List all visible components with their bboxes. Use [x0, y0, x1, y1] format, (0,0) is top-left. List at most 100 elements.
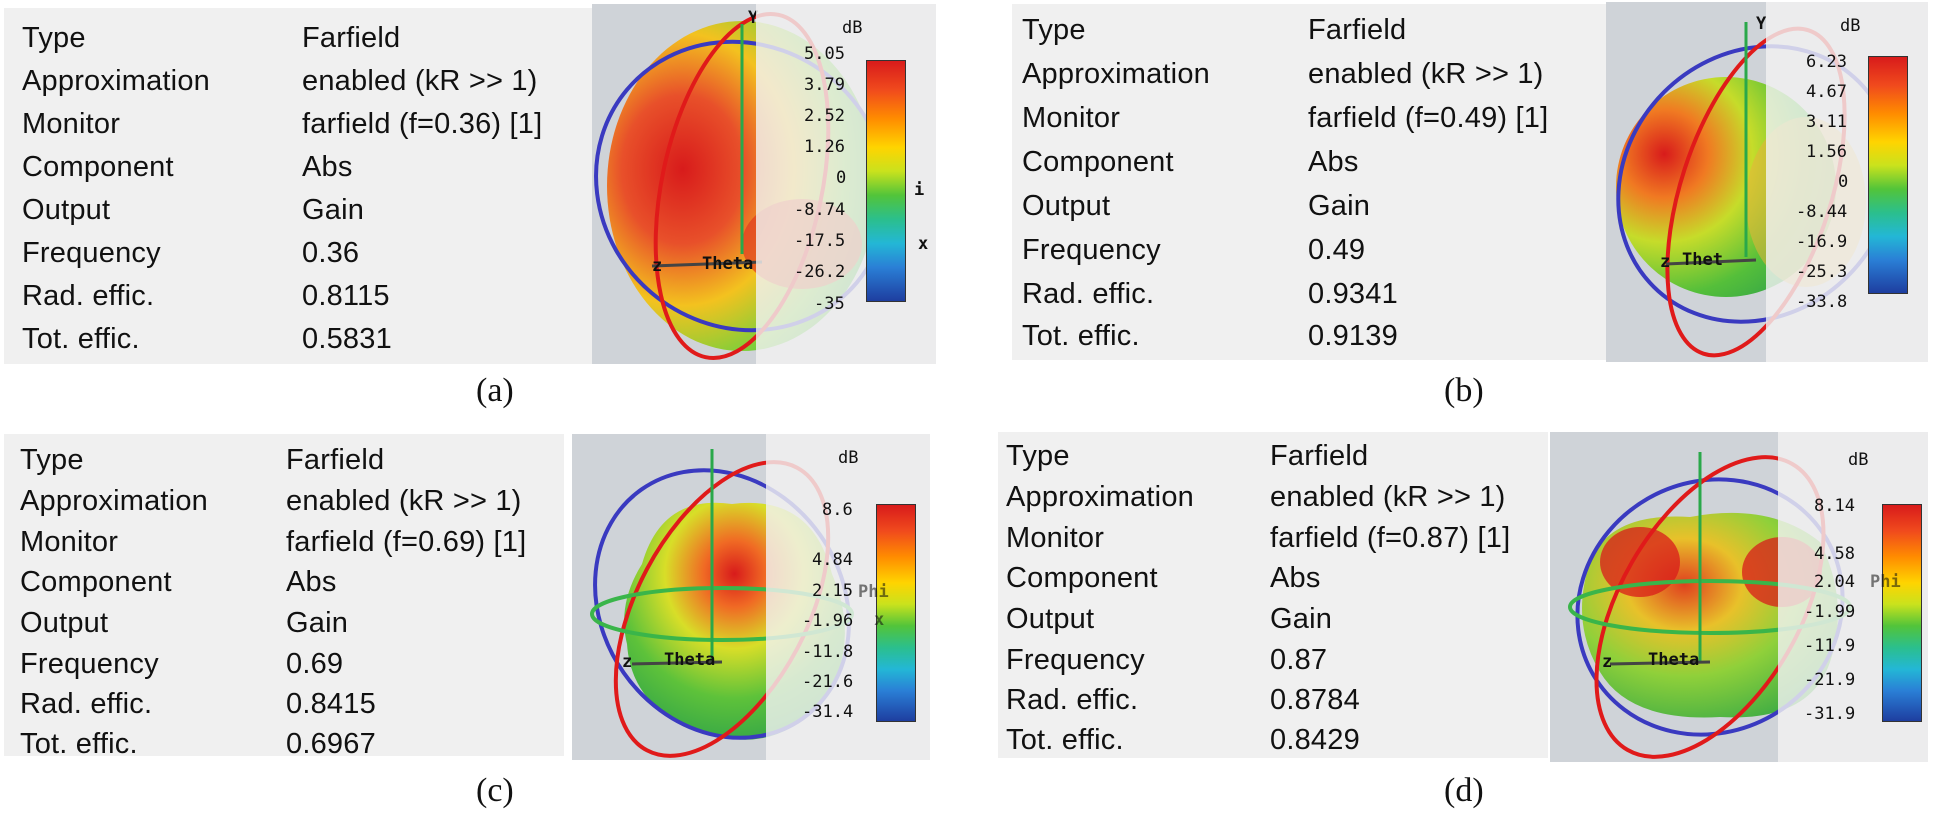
farfield-3d-plot[interactable]: z Theta dB 8.6 4.84 2.15 -1.96 -11.8 -21…	[572, 434, 930, 760]
farfield-3d-plot[interactable]: Y z Theta dB 5.05 3.79 2.52 1.26 0 -8.74…	[592, 4, 936, 364]
row-label: Monitor	[1006, 522, 1105, 554]
legend-tick: -17.5	[794, 231, 846, 251]
row-value: enabled (kR >> 1)	[302, 65, 538, 97]
row-label: Approximation	[20, 485, 208, 517]
theta-axis-label: Theta	[1648, 650, 1700, 670]
color-scale-bar	[1868, 56, 1908, 294]
row-label: Monitor	[20, 526, 119, 558]
color-scale-bar	[866, 60, 906, 302]
legend-panel: dB 8.6 4.84 2.15 -1.96 -11.8 -21.6 -31.4…	[766, 434, 930, 760]
legend-panel: dB 5.05 3.79 2.52 1.26 0 -8.74 -17.5 -26…	[756, 4, 936, 364]
row-value: 0.8115	[302, 280, 390, 312]
legend-unit: dB	[1840, 16, 1861, 36]
legend-unit: dB	[838, 448, 859, 468]
legend-tick: 2.52	[804, 106, 845, 126]
info-table: Type Farfield Approximation enabled (kR …	[1012, 4, 1606, 360]
row-value: 0.9139	[1308, 320, 1398, 352]
row-value: farfield (f=0.87) [1]	[1270, 522, 1511, 554]
row-label: Tot. effic.	[22, 323, 140, 355]
row-value: Farfield	[302, 22, 401, 54]
row-value: enabled (kR >> 1)	[1308, 58, 1544, 90]
color-scale-bar	[876, 504, 916, 722]
row-value: 0.87	[1270, 644, 1328, 676]
row-label: Tot. effic.	[1022, 320, 1140, 352]
legend-tick: -31.4	[802, 702, 854, 722]
farfield-3d-plot[interactable]: Y z Thet dB 6.23 4.67 3.11 1.56 0 -8.44 …	[1606, 2, 1928, 362]
row-value: farfield (f=0.69) [1]	[286, 526, 527, 558]
row-label: Output	[22, 194, 111, 226]
row-label: Tot. effic.	[20, 728, 138, 760]
row-label: Type	[20, 444, 84, 476]
row-value: 0.36	[302, 237, 360, 269]
row-label: Tot. effic.	[1006, 724, 1124, 756]
legend-unit: dB	[1848, 450, 1869, 470]
panel-caption: (c)	[476, 772, 514, 809]
legend-tick: 8.6	[822, 500, 853, 520]
row-label: Rad. effic.	[1022, 278, 1155, 310]
row-value: 0.8784	[1270, 684, 1360, 716]
z-axis-label: z	[1602, 652, 1613, 672]
legend-tick: -11.9	[1804, 636, 1856, 656]
legend-tick: -8.44	[1796, 202, 1848, 222]
legend-tick: -35	[814, 294, 845, 314]
row-value: Abs	[286, 566, 337, 598]
row-value: Abs	[1270, 562, 1321, 594]
row-value: Farfield	[1270, 440, 1369, 472]
info-table: Type Farfield Approximation enabled (kR …	[4, 434, 564, 760]
info-table: Type Farfield Approximation enabled (kR …	[998, 432, 1548, 758]
row-label: Component	[1006, 562, 1158, 594]
legend-tick: 3.79	[804, 75, 845, 95]
legend-tick: 6.23	[1806, 52, 1847, 72]
z-axis-label: z	[652, 256, 663, 276]
row-value: enabled (kR >> 1)	[1270, 481, 1506, 513]
legend-tick: 1.26	[804, 137, 845, 157]
legend-tick: -21.6	[802, 672, 854, 692]
legend-tick: 0	[1838, 172, 1849, 192]
row-label: Frequency	[1022, 234, 1161, 266]
legend-tick: -21.9	[1804, 670, 1856, 690]
row-label: Monitor	[1022, 102, 1121, 134]
row-label: Output	[1006, 603, 1095, 635]
legend-tick: -26.2	[794, 262, 846, 282]
legend-tick: 8.14	[1814, 496, 1855, 516]
legend-tick: 4.67	[1806, 82, 1847, 102]
farfield-3d-plot[interactable]: z Theta dB 8.14 4.58 2.04 -1.99 -11.9 -2…	[1550, 432, 1928, 762]
info-table: Type Farfield Approximation enabled (kR …	[4, 8, 592, 364]
row-value: Abs	[302, 151, 353, 183]
row-value: 0.8415	[286, 688, 376, 720]
phi-axis-label: Phi	[858, 582, 889, 602]
row-value: Gain	[1270, 603, 1333, 635]
row-value: 0.49	[1308, 234, 1366, 266]
theta-axis-label: Theta	[702, 254, 754, 274]
legend-tick: -11.8	[802, 642, 854, 662]
legend-tick: -33.8	[1796, 292, 1848, 312]
legend-tick: 0	[836, 168, 847, 188]
legend-tick: -31.9	[1804, 704, 1856, 724]
row-label: Approximation	[22, 65, 210, 97]
row-label: Type	[22, 22, 86, 54]
legend-unit: dB	[842, 18, 863, 38]
color-scale-bar	[1882, 504, 1922, 722]
row-label: Approximation	[1006, 481, 1194, 513]
legend-tick: 1.56	[1806, 142, 1847, 162]
legend-tick: 4.58	[1814, 544, 1855, 564]
row-label: Type	[1022, 14, 1086, 46]
z-axis-label: z	[622, 652, 633, 672]
legend-tick: 3.11	[1806, 112, 1847, 132]
legend-tick: -25.3	[1796, 262, 1848, 282]
legend-tick: -1.99	[1804, 602, 1856, 622]
row-value: farfield (f=0.49) [1]	[1308, 102, 1549, 134]
panel-caption: (b)	[1444, 372, 1484, 409]
row-label: Component	[22, 151, 174, 183]
theta-axis-label: Theta	[664, 650, 716, 670]
row-value: Abs	[1308, 146, 1359, 178]
row-value: Farfield	[1308, 14, 1407, 46]
row-value: 0.8429	[1270, 724, 1360, 756]
row-value: farfield (f=0.36) [1]	[302, 108, 543, 140]
row-label: Rad. effic.	[22, 280, 155, 312]
legend-tick: 5.05	[804, 44, 845, 64]
row-value: Farfield	[286, 444, 385, 476]
row-label: Component	[20, 566, 172, 598]
phi-axis-label: i	[914, 180, 925, 200]
legend-tick: 2.15	[812, 581, 853, 601]
